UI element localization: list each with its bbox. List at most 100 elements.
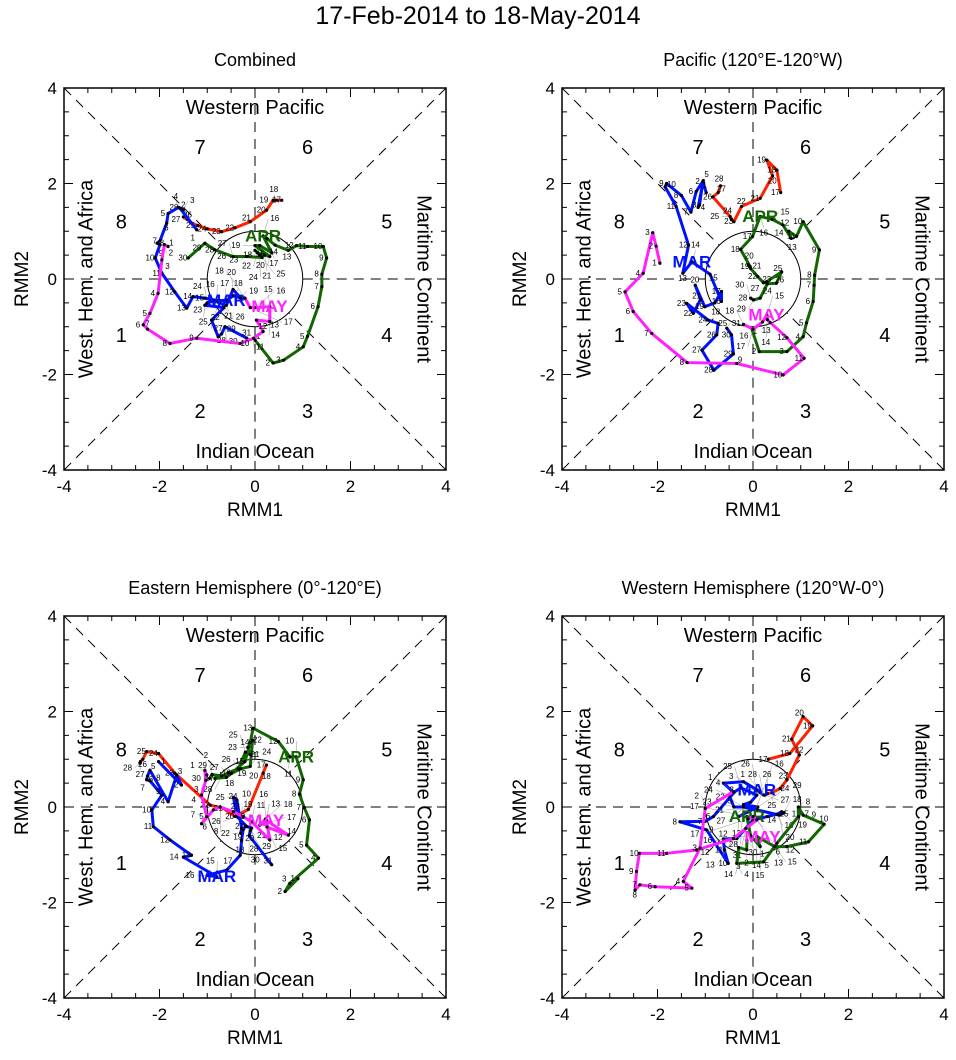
day-point [239,296,243,300]
phase-label-6: 6 [800,665,811,687]
day-label: 14 [775,229,784,238]
day-label: 22 [221,829,230,838]
day-point [158,243,162,247]
day-label: 25 [276,269,285,278]
day-label: 12 [258,322,267,331]
day-label: 11 [667,202,676,211]
day-label: 10 [242,789,251,798]
y-tick-label: 2 [546,703,555,722]
day-label: 10 [819,815,828,824]
day-label: 5 [142,309,147,318]
day-label: 5 [728,796,733,805]
day-label: 14 [761,338,770,347]
day-point [693,283,697,287]
day-label: 28 [704,366,713,375]
day-point [224,775,228,779]
day-label: 24 [704,786,713,795]
day-point [746,263,750,267]
day-point [258,823,262,827]
day-point [191,295,195,299]
day-point [755,818,759,822]
day-point [271,198,275,202]
day-point [209,318,214,322]
day-label: 5 [199,812,204,821]
label-leader-line [251,805,255,822]
day-point [268,319,272,324]
day-point [205,227,209,231]
day-label: 10 [314,242,323,251]
day-label: 6 [203,823,208,832]
diagonal-divider [561,87,720,246]
y-tick-label: -4 [42,461,57,480]
x-tick-label: 4 [939,477,948,496]
day-label: 20 [249,771,258,780]
day-label: 4 [744,870,749,879]
day-point [686,243,691,247]
x-tick-label: 0 [250,1005,259,1024]
day-point [245,254,249,259]
day-point [245,824,249,829]
x-tick-label: 0 [748,1005,757,1024]
day-label: 3 [692,200,697,209]
y-tick-label: 2 [546,175,555,194]
day-point [148,311,152,315]
day-label: 2 [744,858,749,867]
day-point [781,811,785,815]
day-point [185,306,189,310]
day-point [796,814,800,819]
day-label: 27 [692,346,701,355]
day-point [768,320,772,325]
day-point [757,349,761,354]
label-leader-line [747,329,754,347]
y-tick-label: 4 [48,607,57,626]
day-point [721,837,725,841]
label-leader-line [223,307,234,318]
day-point [770,217,774,221]
day-label: 5 [151,762,156,771]
label-leader-line [759,774,764,796]
day-point [158,239,162,243]
day-point [658,261,662,265]
day-point [177,205,181,209]
label-leader-line [266,803,270,821]
day-label: 15 [755,871,764,880]
day-label: 20 [256,261,265,270]
day-label: 17 [269,259,278,268]
day-label: 28 [738,294,747,303]
day-label: 6 [648,882,653,891]
day-point [248,740,252,745]
day-label: 4 [161,797,166,806]
day-label: 28 [123,764,132,773]
day-point [268,305,272,309]
day-point [246,807,250,811]
day-point [739,204,744,209]
day-point [756,275,760,279]
label-leader-line [183,200,189,210]
label-leader-line [231,277,234,290]
day-label: 30 [748,848,757,857]
day-point [774,281,778,285]
diagonal-divider [786,840,945,999]
month-label-may: MAY [248,811,285,830]
day-label: 9 [709,825,714,834]
day-label: 18 [234,279,243,288]
day-label: 29 [262,842,271,851]
phase-label-8: 8 [614,212,625,234]
month-label-may: MAY [748,305,785,324]
day-point [155,241,159,245]
day-label: 26 [138,760,147,769]
day-label: 29 [724,349,733,358]
day-label: 8 [674,191,679,200]
day-point [261,771,265,775]
day-label: 30 [192,774,201,783]
day-point [751,298,756,302]
day-point [261,329,265,334]
x-axis-label: RMM1 [725,500,781,521]
day-point [217,301,221,305]
day-point [205,301,209,305]
day-label: 16 [740,331,749,340]
day-label: 18 [284,800,293,809]
day-label: 15 [206,856,215,865]
